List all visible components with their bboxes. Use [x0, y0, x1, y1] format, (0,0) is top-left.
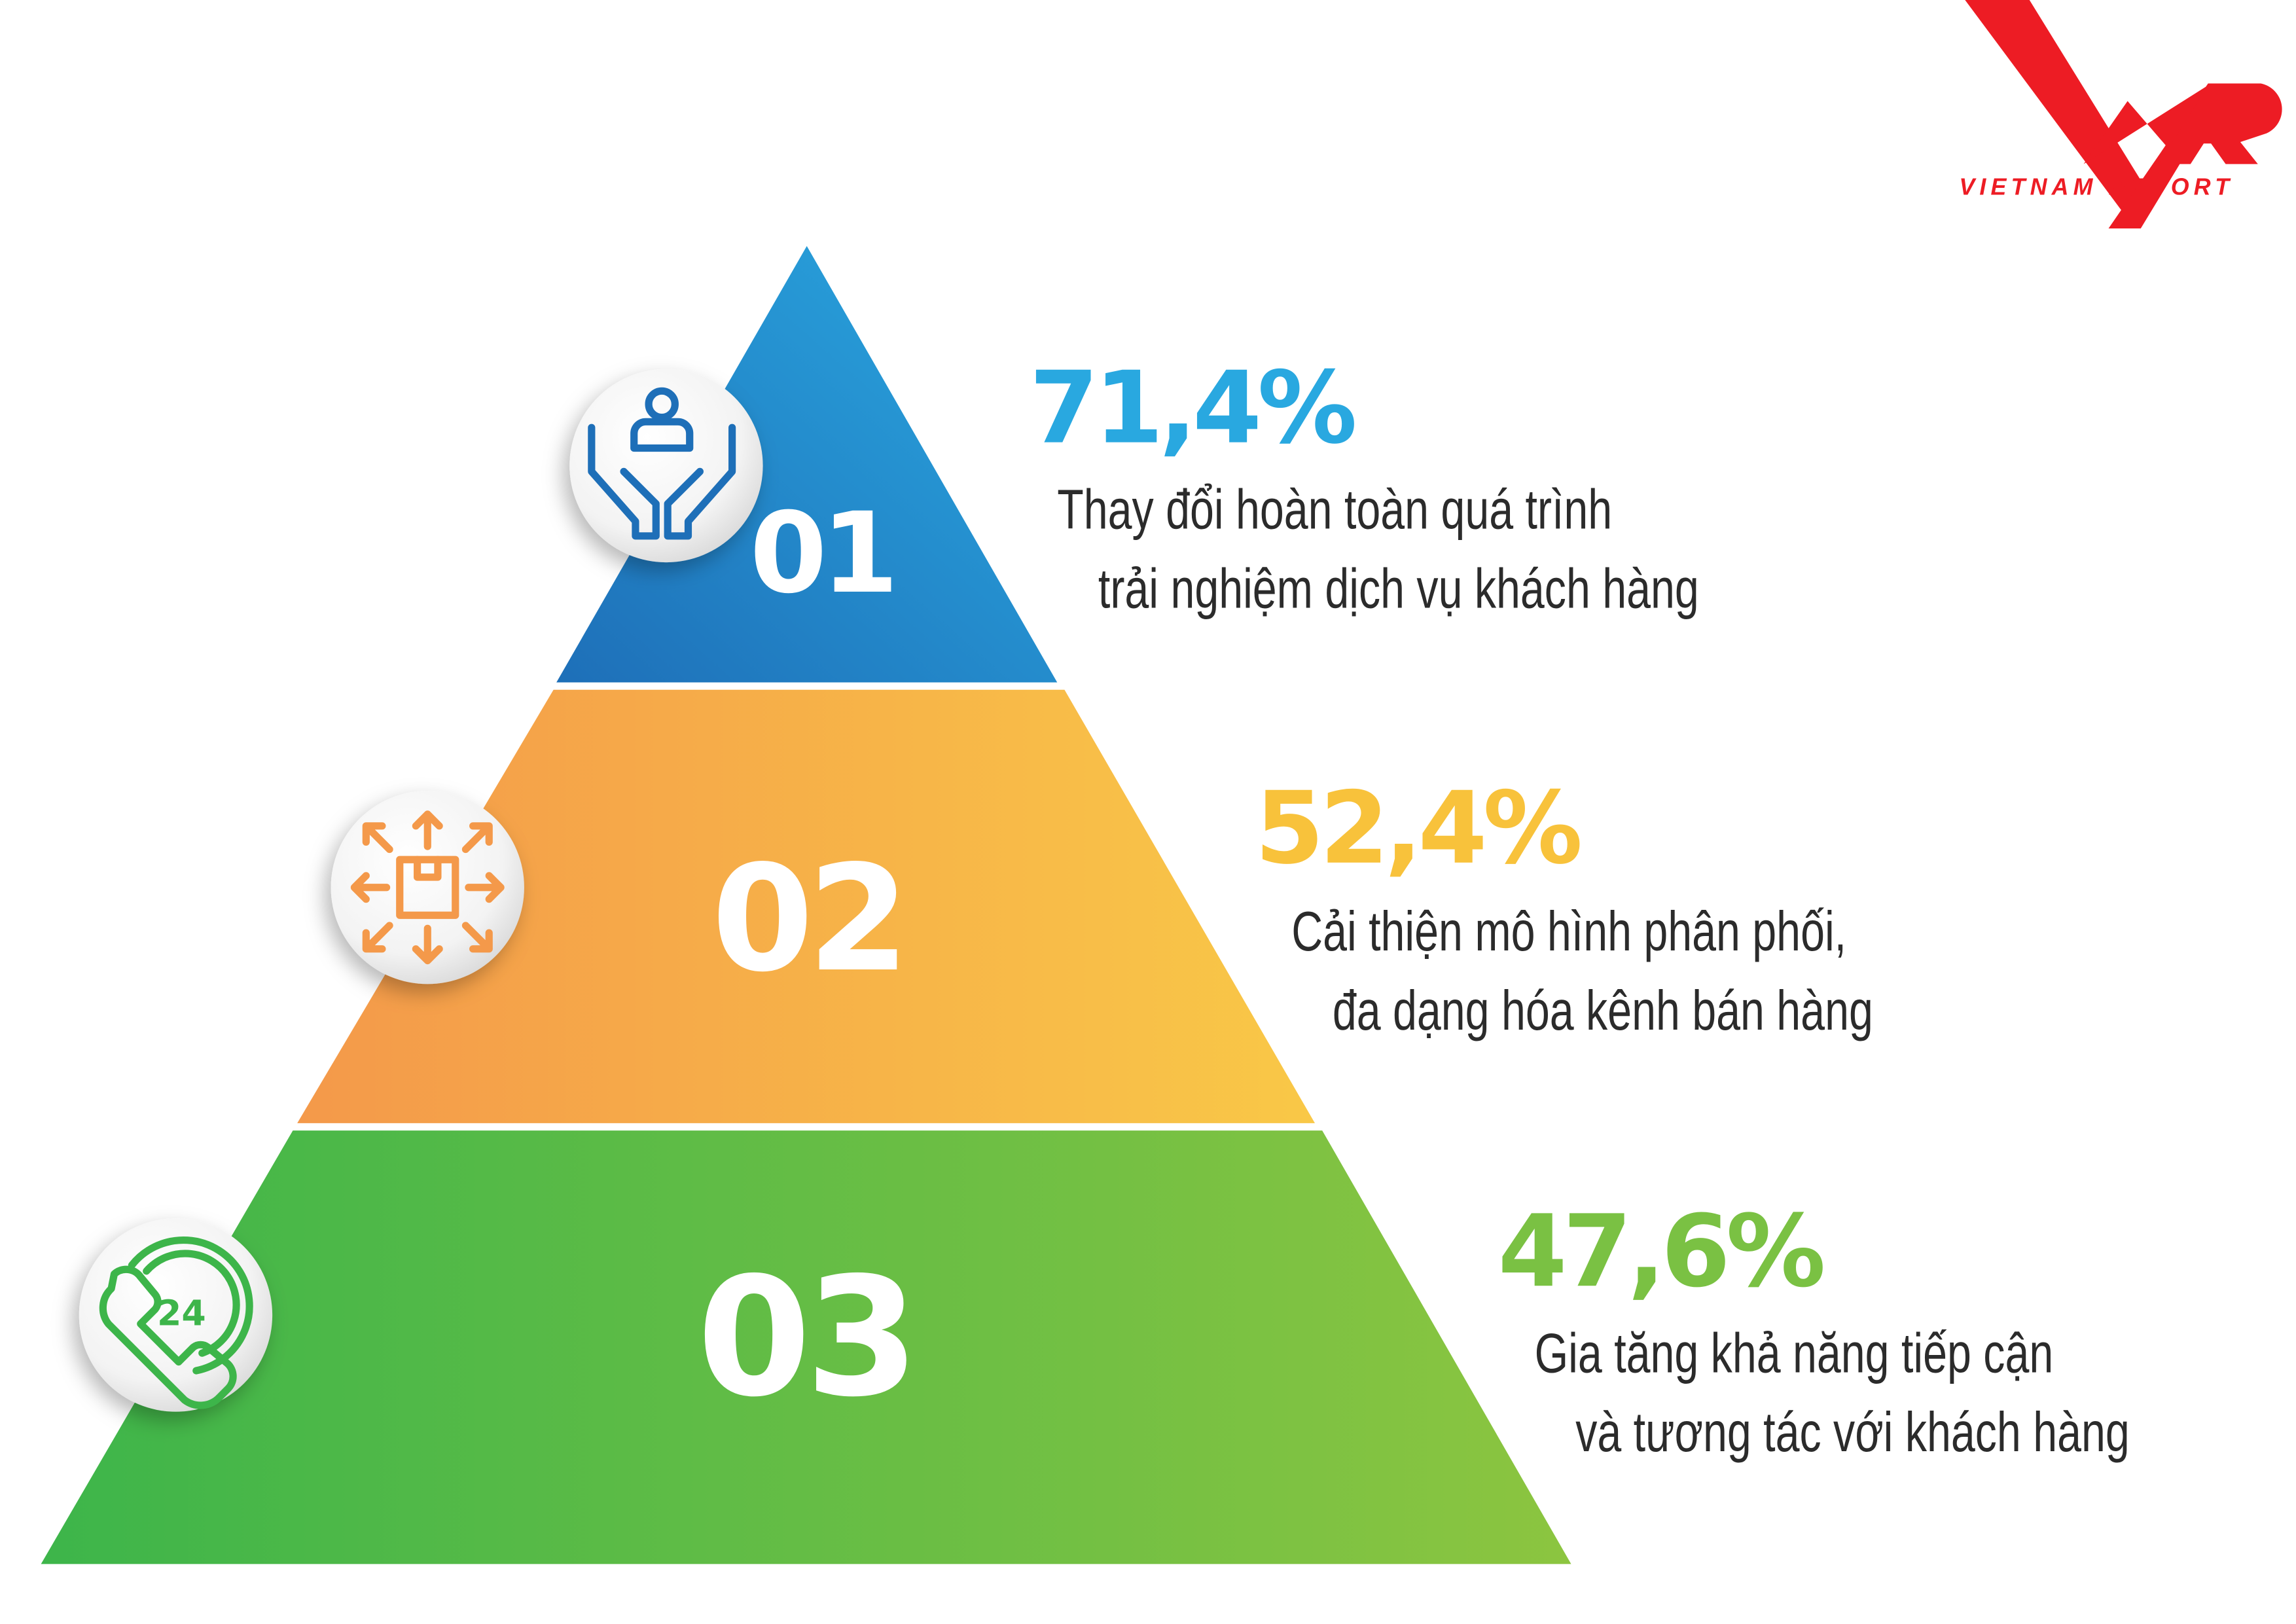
tier-2-desc-line2: đa dạng hóa kênh bán hàng [1332, 981, 1873, 1043]
phone-24-icon: 24 [79, 1218, 273, 1412]
tier-2-percent: 52,4% [1255, 772, 1583, 888]
logo-text: VIETNAM REPORT [1959, 175, 2234, 201]
svg-text:24: 24 [157, 1293, 206, 1334]
tier-1-desc-line2: trải nghiệm dịch vụ khách hàng [1098, 559, 1699, 621]
tier-1-desc-line1: Thay đổi hoàn toàn quá trình [1057, 480, 1613, 542]
tier-3-desc-line1: Gia tăng khả năng tiếp cận [1534, 1324, 2054, 1386]
tier-3-shape [41, 1130, 1571, 1564]
box-distribution-arrows-icon [331, 791, 524, 984]
tier-1-percent: 71,4% [1029, 351, 1357, 467]
tier-2-number: 02 [711, 833, 909, 1005]
tier-2-desc-line1: Cải thiện mô hình phân phối, [1291, 902, 1847, 964]
tier-3-desc-line2: và tương tác với khách hàng [1575, 1403, 2130, 1465]
tier-1-shape [556, 245, 1058, 683]
tier-1-number: 01 [749, 487, 899, 619]
tier-3-percent: 47,6% [1498, 1195, 1826, 1311]
tier-3-number: 03 [696, 1243, 920, 1434]
hands-holding-person-icon [569, 369, 763, 563]
tier-2-shape [297, 689, 1316, 1123]
